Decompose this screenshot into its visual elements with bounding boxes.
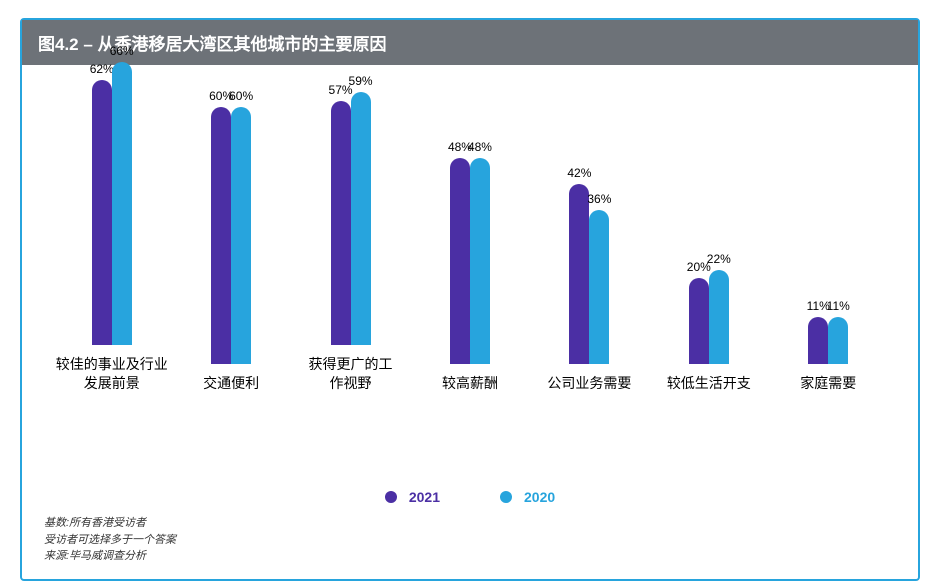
bar-pair: 42%36%: [569, 64, 609, 364]
category-label: 较高薪酬: [442, 374, 498, 393]
bar-value-label: 62%: [90, 62, 114, 76]
category-label: 获得更广的工作视野: [309, 355, 393, 393]
bar-pair: 11%11%: [808, 64, 848, 364]
legend: 2021 2020: [22, 489, 918, 505]
legend-item-2020: 2020: [500, 489, 555, 505]
bar: 60%: [231, 107, 251, 364]
plot-area: 62%66%较佳的事业及行业发展前景60%60%交通便利57%59%获得更广的工…: [52, 93, 888, 473]
bar-value-label: 59%: [349, 74, 373, 88]
category-label: 较低生活开支: [667, 374, 751, 393]
bar: 48%: [470, 158, 490, 364]
footnote-line: 受访者可选择多于一个答案: [44, 532, 918, 549]
bar: 62%: [92, 80, 112, 346]
bar: 42%: [569, 184, 589, 364]
category-label: 家庭需要: [800, 374, 856, 393]
bar-group: 48%48%较高薪酬: [410, 64, 529, 393]
bar-pair: 60%60%: [211, 64, 251, 364]
bar-value-label: 48%: [468, 140, 492, 154]
category-label: 公司业务需要: [547, 374, 631, 393]
bar: 66%: [112, 62, 132, 345]
footnote-line: 基数:所有香港受访者: [44, 515, 918, 532]
bar-pair: 48%48%: [450, 64, 490, 364]
bar: 20%: [689, 278, 709, 364]
bar-value-label: 22%: [707, 252, 731, 266]
bar: 57%: [331, 101, 351, 345]
legend-dot-2021: [385, 491, 397, 503]
bar-group: 11%11%家庭需要: [769, 64, 888, 393]
legend-label-2020: 2020: [524, 489, 555, 505]
bar: 11%: [828, 317, 848, 364]
bar-pair: 20%22%: [689, 64, 729, 364]
bar-value-label: 36%: [587, 192, 611, 206]
bar-group: 42%36%公司业务需要: [530, 64, 649, 393]
bar-group: 57%59%获得更广的工作视野: [291, 45, 410, 393]
category-label: 较佳的事业及行业发展前景: [56, 355, 168, 393]
bar: 48%: [450, 158, 470, 364]
bar: 59%: [351, 92, 371, 345]
footnotes: 基数:所有香港受访者受访者可选择多于一个答案来源:毕马威调查分析: [44, 515, 918, 565]
bar-value-label: 60%: [229, 89, 253, 103]
bar: 11%: [808, 317, 828, 364]
chart-container: 图4.2 – 从香港移居大湾区其他城市的主要原因 62%66%较佳的事业及行业发…: [20, 18, 920, 581]
bar-pair: 62%66%: [92, 45, 132, 345]
bar-group: 62%66%较佳的事业及行业发展前景: [52, 45, 171, 393]
legend-label-2021: 2021: [409, 489, 440, 505]
bar-value-label: 42%: [567, 166, 591, 180]
bar-group: 60%60%交通便利: [171, 64, 290, 393]
bar-groups: 62%66%较佳的事业及行业发展前景60%60%交通便利57%59%获得更广的工…: [52, 93, 888, 393]
bar: 60%: [211, 107, 231, 364]
bar-group: 20%22%较低生活开支: [649, 64, 768, 393]
bar-value-label: 11%: [827, 299, 850, 313]
bar: 36%: [589, 210, 609, 364]
footnote-line: 来源:毕马威调查分析: [44, 548, 918, 565]
bar: 22%: [709, 270, 729, 364]
legend-item-2021: 2021: [385, 489, 440, 505]
legend-dot-2020: [500, 491, 512, 503]
category-label: 交通便利: [203, 374, 259, 393]
bar-pair: 57%59%: [331, 45, 371, 345]
bar-value-label: 66%: [110, 44, 134, 58]
